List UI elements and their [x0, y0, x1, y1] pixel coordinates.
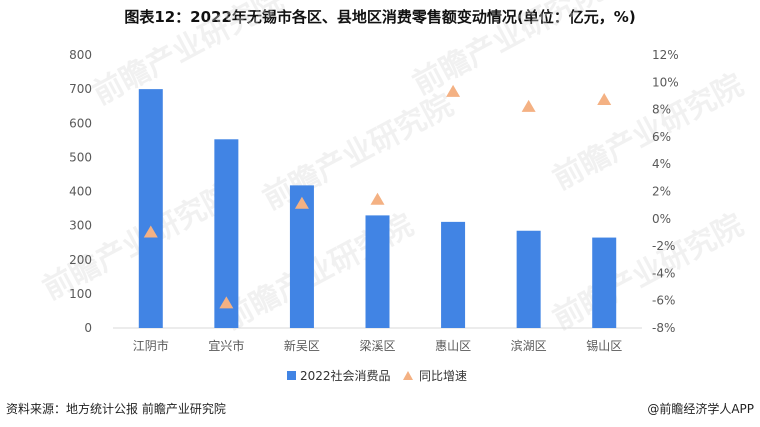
chart-title: 图表12：2022年无锡市各区、县地区消费零售额变动情况(单位：亿元，%) — [124, 8, 636, 26]
bar — [441, 221, 466, 328]
left-axis: 0 100 200 300 400 500 600 700 800 — [69, 48, 92, 335]
watermark-text: 前瞻产业研究院 — [547, 208, 749, 337]
category-label: 锡山区 — [586, 338, 622, 353]
watermark-text: 前瞻产业研究院 — [547, 68, 749, 197]
right-tick-label: 2% — [652, 185, 671, 199]
legend-marker-label: 同比增速 — [419, 369, 467, 383]
legend-bar-swatch — [287, 371, 296, 380]
chart: 前瞻产业研究院 前瞻产业研究院前瞻产业研究院前瞻产业研究院前瞻产业研究院前瞻产业研… — [37, 0, 749, 383]
bar — [592, 237, 617, 328]
right-tick-label: 8% — [652, 103, 671, 117]
markers — [143, 84, 612, 309]
bar — [289, 185, 314, 328]
growth-marker — [370, 192, 385, 205]
right-tick-label: -8% — [652, 321, 675, 335]
category-label: 梁溪区 — [359, 338, 395, 353]
bars — [138, 89, 617, 328]
left-tick-label: 200 — [69, 253, 92, 267]
growth-marker — [597, 93, 612, 106]
growth-marker — [446, 84, 461, 97]
right-tick-label: -6% — [652, 294, 675, 308]
left-tick-label: 300 — [69, 219, 92, 233]
growth-marker — [143, 225, 158, 238]
growth-marker — [219, 296, 234, 309]
legend-marker-swatch — [403, 371, 413, 380]
category-label: 江阴市 — [133, 338, 169, 353]
left-tick-label: 700 — [69, 82, 92, 96]
watermark-text: 前瞻产业研究院 — [257, 88, 459, 217]
category-label: 宜兴市 — [208, 338, 244, 353]
category-label: 滨湖区 — [511, 338, 547, 353]
category-labels: 江阴市 宜兴市 新吴区 梁溪区 惠山区 滨湖区 锡山区 — [133, 338, 622, 353]
category-label: 惠山区 — [435, 339, 471, 353]
right-tick-label: 10% — [652, 75, 679, 89]
right-tick-label: 0% — [652, 212, 671, 226]
right-tick-label: -2% — [652, 239, 675, 253]
bar — [516, 230, 541, 328]
watermark-text: 前瞻产业研究院 — [37, 178, 239, 307]
credit-note: @前瞻经济学人APP — [647, 402, 754, 416]
bar — [365, 215, 390, 328]
left-tick-label: 100 — [69, 287, 92, 301]
source-note: 资料来源：地方统计公报 前瞻产业研究院 — [6, 402, 226, 416]
footer: 资料来源：地方统计公报 前瞻产业研究院 @前瞻经济学人APP — [6, 400, 754, 417]
right-tick-label: 4% — [652, 157, 671, 171]
left-tick-label: 600 — [69, 116, 92, 130]
legend: 2022社会消费品 同比增速 — [287, 368, 467, 383]
category-label: 新吴区 — [284, 338, 320, 353]
growth-marker — [294, 196, 309, 209]
right-axis: -8% -6% -4% -2% 0% 2% 4% 6% 8% 10% 12% — [652, 48, 679, 335]
bar — [138, 89, 163, 328]
watermark-text: 前瞻产业研究院 — [407, 0, 609, 102]
left-tick-label: 800 — [69, 48, 92, 62]
growth-marker — [521, 99, 536, 112]
left-tick-label: 400 — [69, 185, 92, 199]
right-tick-label: -4% — [652, 266, 675, 280]
right-tick-label: 12% — [652, 48, 679, 62]
right-tick-label: 6% — [652, 130, 671, 144]
legend-bar-label: 2022社会消费品 — [300, 368, 391, 383]
left-tick-label: 500 — [69, 150, 92, 164]
watermark-text: 前瞻产业研究院 — [87, 0, 289, 112]
left-tick-label: 0 — [84, 321, 92, 335]
